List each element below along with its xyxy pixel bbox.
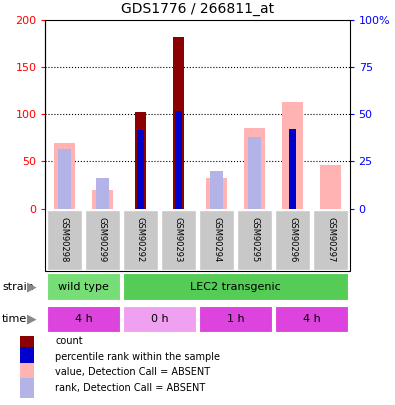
Bar: [92, 190, 113, 209]
Text: time: time: [2, 314, 27, 324]
Bar: [20, 332, 34, 351]
FancyBboxPatch shape: [47, 305, 120, 332]
Text: GSM90292: GSM90292: [136, 217, 145, 262]
Bar: [244, 128, 265, 209]
FancyBboxPatch shape: [237, 210, 273, 270]
Text: ▶: ▶: [27, 280, 36, 293]
Bar: [173, 37, 184, 209]
FancyBboxPatch shape: [122, 210, 158, 270]
Bar: [135, 112, 146, 209]
Text: LEC2 transgenic: LEC2 transgenic: [190, 281, 281, 292]
FancyBboxPatch shape: [199, 305, 273, 332]
Bar: [20, 363, 34, 382]
FancyBboxPatch shape: [47, 273, 120, 300]
Text: GSM90295: GSM90295: [250, 217, 259, 262]
Text: GSM90294: GSM90294: [212, 217, 221, 262]
FancyBboxPatch shape: [47, 210, 82, 270]
FancyBboxPatch shape: [275, 305, 348, 332]
Text: percentile rank within the sample: percentile rank within the sample: [55, 352, 220, 362]
FancyBboxPatch shape: [122, 305, 196, 332]
Bar: [289, 128, 296, 209]
Bar: [282, 102, 303, 209]
Bar: [96, 177, 109, 209]
Text: 0 h: 0 h: [150, 314, 168, 324]
Bar: [20, 347, 34, 367]
Text: GSM90299: GSM90299: [98, 217, 107, 262]
Text: GSM90298: GSM90298: [60, 217, 69, 263]
Text: GSM90297: GSM90297: [326, 217, 335, 263]
Text: 4 h: 4 h: [303, 314, 320, 324]
FancyBboxPatch shape: [85, 210, 120, 270]
Text: 1 h: 1 h: [227, 314, 245, 324]
Bar: [54, 143, 75, 209]
Text: 4 h: 4 h: [75, 314, 92, 324]
FancyBboxPatch shape: [161, 210, 196, 270]
FancyBboxPatch shape: [275, 210, 310, 270]
Text: value, Detection Call = ABSENT: value, Detection Call = ABSENT: [55, 367, 211, 377]
Text: GSM90296: GSM90296: [288, 217, 297, 263]
Text: count: count: [55, 336, 83, 346]
Bar: [211, 171, 223, 209]
Bar: [248, 137, 261, 209]
FancyBboxPatch shape: [313, 210, 348, 270]
Bar: [137, 130, 144, 209]
Text: GSM90293: GSM90293: [174, 217, 183, 263]
Text: rank, Detection Call = ABSENT: rank, Detection Call = ABSENT: [55, 383, 205, 393]
Bar: [320, 165, 341, 209]
FancyBboxPatch shape: [122, 273, 348, 300]
Text: wild type: wild type: [58, 281, 109, 292]
Bar: [175, 111, 182, 209]
Bar: [20, 378, 34, 398]
Title: GDS1776 / 266811_at: GDS1776 / 266811_at: [121, 2, 274, 17]
Bar: [58, 149, 71, 209]
Text: ▶: ▶: [27, 312, 36, 326]
Text: strain: strain: [2, 281, 34, 292]
FancyBboxPatch shape: [199, 210, 234, 270]
Bar: [206, 177, 227, 209]
